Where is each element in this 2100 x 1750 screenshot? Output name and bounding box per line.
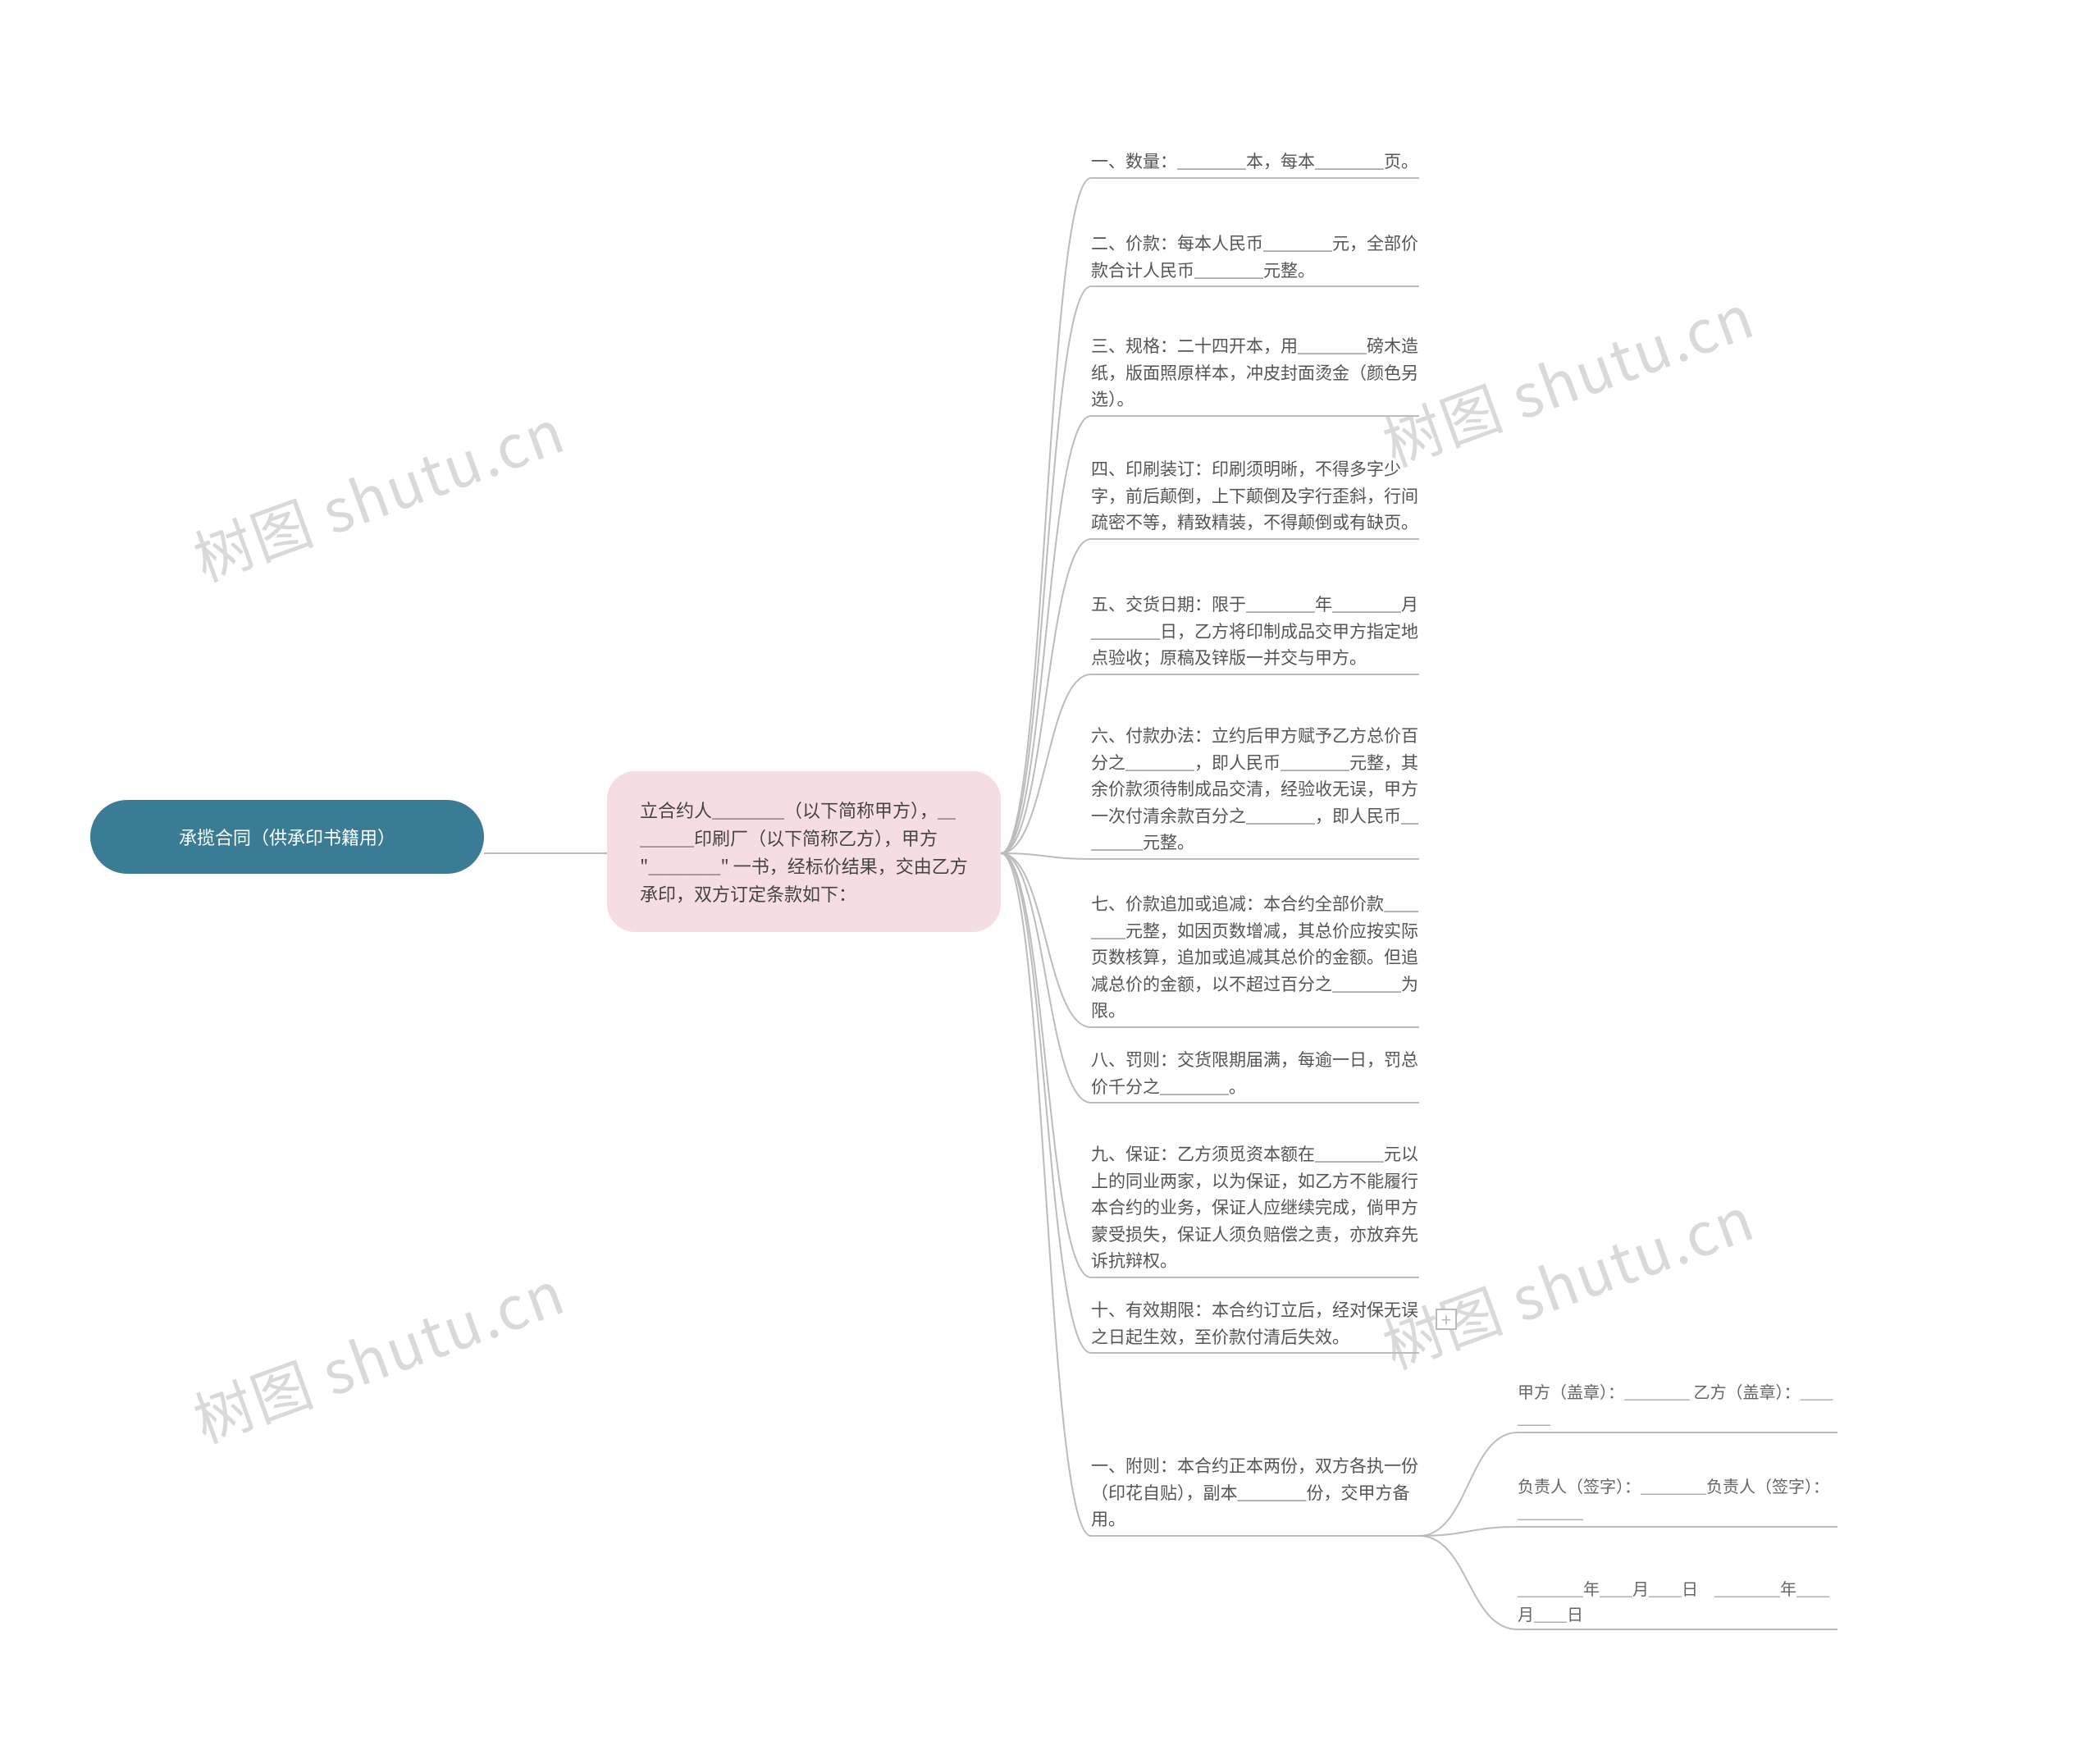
node-label: 一、数量：＿＿＿＿本，每本＿＿＿＿页。	[1091, 148, 1418, 173]
mindmap-node-clause[interactable]: 九、保证：乙方须觅资本额在＿＿＿＿元以上的同业两家，以为保证，如乙方不能履行本合…	[1091, 1140, 1419, 1274]
watermark: 树图 shutu.cn	[180, 384, 575, 598]
node-label: 负责人（签字）：＿＿＿＿负责人（签字）：＿＿＿＿	[1518, 1474, 1829, 1523]
mindmap-node-clause[interactable]: 三、规格：二十四开本，用＿＿＿＿磅木造纸，版面照原样本，冲皮封面烫金（颜色另选）…	[1091, 332, 1419, 413]
mindmap-node-clause[interactable]: 六、付款办法：立约后甲方赋予乙方总价百分之＿＿＿＿，即人民币＿＿＿＿元整，其余价…	[1091, 722, 1419, 856]
node-label: 立合约人＿＿＿＿（以下简称甲方），＿＿＿＿印刷厂（以下简称乙方），甲方 "＿＿＿…	[640, 797, 968, 907]
mindmap-root[interactable]: 承揽合同（供承印书籍用）	[90, 800, 484, 874]
mindmap-node-clause[interactable]: 七、价款追加或追减：本合约全部价款＿＿＿＿元整，如因页数增减，其总价应按实际页数…	[1091, 890, 1419, 1024]
node-label: 八、罚则：交货限期届满，每逾一日，罚总价千分之＿＿＿＿。	[1091, 1047, 1418, 1099]
mindmap-node-clause[interactable]: 一、附则：本合约正本两份，双方各执一份（印花自贴），副本＿＿＿＿份，交甲方备用。	[1091, 1452, 1419, 1533]
node-label: 四、印刷装订：印刷须明晰，不得多字少字，前后颠倒，上下颠倒及字行歪斜，行间疏密不…	[1091, 456, 1418, 534]
node-label: 五、交货日期：限于＿＿＿＿年＿＿＿＿月＿＿＿＿日，乙方将印制成品交甲方指定地点验…	[1091, 592, 1418, 669]
node-label: 一、附则：本合约正本两份，双方各执一份（印花自贴），副本＿＿＿＿份，交甲方备用。	[1091, 1453, 1418, 1531]
node-label: 二、价款：每本人民币＿＿＿＿元，全部价款合计人民币＿＿＿＿元整。	[1091, 231, 1418, 282]
mindmap-node-intro[interactable]: 立合约人＿＿＿＿（以下简称甲方），＿＿＿＿印刷厂（以下简称乙方），甲方 "＿＿＿…	[607, 771, 1001, 932]
mindmap-node-clause[interactable]: 二、价款：每本人民币＿＿＿＿元，全部价款合计人民币＿＿＿＿元整。	[1091, 230, 1419, 283]
watermark: 树图 shutu.cn	[1370, 269, 1764, 483]
watermark: 树图 shutu.cn	[1370, 1172, 1764, 1386]
mindmap-node-clause[interactable]: 一、数量：＿＿＿＿本，每本＿＿＿＿页。	[1091, 148, 1419, 175]
mindmap-node-signature[interactable]: 负责人（签字）：＿＿＿＿负责人（签字）：＿＿＿＿	[1518, 1473, 1838, 1524]
node-label: 七、价款追加或追减：本合约全部价款＿＿＿＿元整，如因页数增减，其总价应按实际页数…	[1091, 891, 1418, 1022]
mindmap-node-clause[interactable]: 四、印刷装订：印刷须明晰，不得多字少字，前后颠倒，上下颠倒及字行歪斜，行间疏密不…	[1091, 455, 1419, 536]
mindmap-node-signature[interactable]: 甲方（盖章）：＿＿＿＿ 乙方（盖章）：＿＿＿＿	[1518, 1378, 1838, 1429]
mindmap-node-signature[interactable]: ＿＿＿＿年＿＿月＿＿日 ＿＿＿＿年＿＿月＿＿日	[1518, 1575, 1838, 1626]
node-label: 六、付款办法：立约后甲方赋予乙方总价百分之＿＿＿＿，即人民币＿＿＿＿元整，其余价…	[1091, 723, 1418, 854]
node-label: 十、有效期限：本合约订立后，经对保无误之日起生效，至价款付清后失效。	[1091, 1297, 1418, 1349]
node-label: 三、规格：二十四开本，用＿＿＿＿磅木造纸，版面照原样本，冲皮封面烫金（颜色另选）…	[1091, 333, 1418, 411]
node-label: 甲方（盖章）：＿＿＿＿ 乙方（盖章）：＿＿＿＿	[1518, 1379, 1833, 1428]
root-label: 承揽合同（供承印书籍用）	[179, 824, 395, 850]
expand-icon[interactable]: +	[1436, 1309, 1457, 1330]
watermark: 树图 shutu.cn	[180, 1245, 575, 1460]
node-label: 九、保证：乙方须觅资本额在＿＿＿＿元以上的同业两家，以为保证，如乙方不能履行本合…	[1091, 1141, 1418, 1273]
mindmap-node-clause[interactable]: 五、交货日期：限于＿＿＿＿年＿＿＿＿月＿＿＿＿日，乙方将印制成品交甲方指定地点验…	[1091, 591, 1419, 671]
node-label: ＿＿＿＿年＿＿月＿＿日 ＿＿＿＿年＿＿月＿＿日	[1518, 1576, 1829, 1625]
mindmap-node-clause[interactable]: 十、有效期限：本合约订立后，经对保无误之日起生效，至价款付清后失效。	[1091, 1296, 1419, 1350]
mindmap-node-clause[interactable]: 八、罚则：交货限期届满，每逾一日，罚总价千分之＿＿＿＿。	[1091, 1046, 1419, 1099]
